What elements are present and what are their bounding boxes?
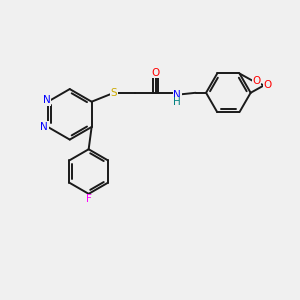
Text: N: N [173, 90, 181, 100]
Text: O: O [252, 76, 261, 86]
Text: S: S [111, 88, 117, 98]
Text: O: O [152, 68, 160, 78]
Text: F: F [86, 194, 92, 204]
Text: N: N [43, 95, 50, 105]
Text: N: N [40, 122, 48, 132]
Text: H: H [173, 97, 181, 107]
Text: O: O [263, 80, 272, 90]
